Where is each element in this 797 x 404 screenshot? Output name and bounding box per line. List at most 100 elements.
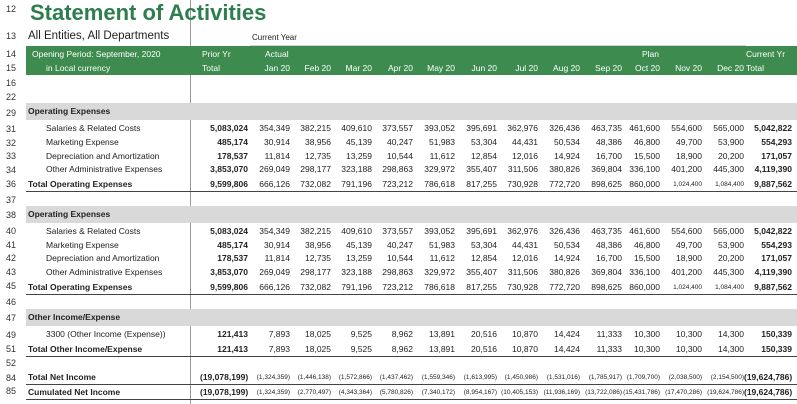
month-value-cell[interactable]: 10,300 bbox=[634, 329, 660, 339]
month-value-cell[interactable]: 13,891 bbox=[429, 344, 455, 354]
month-value-cell[interactable]: 51,983 bbox=[429, 137, 455, 147]
month-value-cell[interactable]: 11,333 bbox=[596, 344, 622, 354]
month-value-cell[interactable]: 336,100 bbox=[629, 267, 660, 277]
month-value-cell[interactable]: 10,870 bbox=[512, 344, 538, 354]
month-value-cell[interactable]: 53,304 bbox=[471, 240, 497, 250]
month-value-cell[interactable]: 10,544 bbox=[387, 151, 413, 161]
month-value-cell[interactable]: 772,720 bbox=[549, 282, 580, 292]
month-value-cell[interactable]: (1,437,462) bbox=[379, 374, 413, 381]
month-value-cell[interactable]: 445,300 bbox=[713, 164, 744, 174]
month-value-cell[interactable]: (1,531,016) bbox=[546, 374, 580, 381]
current-year-total-cell[interactable]: 9,887,562 bbox=[754, 282, 792, 292]
prior-year-total-cell[interactable]: 485,174 bbox=[217, 240, 248, 250]
month-value-cell[interactable]: 10,300 bbox=[676, 329, 702, 339]
month-value-cell[interactable]: 10,544 bbox=[387, 253, 413, 263]
month-value-cell[interactable]: 817,255 bbox=[466, 179, 497, 189]
month-value-cell[interactable]: 326,436 bbox=[549, 123, 580, 133]
current-year-total-cell[interactable]: 554,293 bbox=[761, 240, 792, 250]
month-value-cell[interactable]: 12,735 bbox=[305, 253, 331, 263]
month-value-cell[interactable]: 369,804 bbox=[591, 267, 622, 277]
total-row[interactable]: Total Operating Expenses 9,599,806 666,126… bbox=[26, 178, 797, 192]
table-row[interactable]: Other Administrative Expenses 3,853,070 26… bbox=[26, 163, 797, 176]
month-value-cell[interactable]: (10,405,153) bbox=[501, 389, 538, 396]
current-year-total-cell[interactable]: (19,624,786) bbox=[744, 387, 793, 397]
row-number[interactable]: 34 bbox=[5, 165, 16, 175]
month-value-cell[interactable]: 44,431 bbox=[512, 240, 538, 250]
row-number[interactable]: 31 bbox=[5, 124, 16, 134]
month-value-cell[interactable]: 14,300 bbox=[718, 344, 744, 354]
month-value-cell[interactable]: 565,000 bbox=[713, 123, 744, 133]
month-value-cell[interactable]: 12,735 bbox=[305, 151, 331, 161]
month-value-cell[interactable]: 53,900 bbox=[718, 137, 744, 147]
month-value-cell[interactable]: 16,700 bbox=[596, 253, 622, 263]
month-value-cell[interactable]: 786,618 bbox=[424, 282, 455, 292]
month-value-cell[interactable]: 554,600 bbox=[671, 226, 702, 236]
month-value-cell[interactable]: 13,259 bbox=[346, 253, 372, 263]
row-number[interactable]: 41 bbox=[5, 240, 16, 250]
table-row[interactable]: Salaries & Related Costs 5,083,024 354,349… bbox=[26, 122, 797, 135]
month-value-cell[interactable]: 46,800 bbox=[634, 137, 660, 147]
month-value-cell[interactable]: (5,780,826) bbox=[379, 389, 413, 396]
row-number[interactable]: 49 bbox=[5, 330, 16, 340]
month-value-cell[interactable]: 14,300 bbox=[718, 329, 744, 339]
prior-year-total-cell[interactable]: 121,413 bbox=[217, 344, 248, 354]
month-value-cell[interactable]: 311,506 bbox=[507, 164, 538, 174]
prior-year-total-cell[interactable]: 3,853,070 bbox=[210, 164, 248, 174]
month-value-cell[interactable]: (7,340,172) bbox=[421, 389, 455, 396]
month-value-cell[interactable]: 860,000 bbox=[629, 179, 660, 189]
month-value-cell[interactable]: 40,247 bbox=[387, 137, 413, 147]
month-value-cell[interactable]: 53,900 bbox=[718, 240, 744, 250]
month-value-cell[interactable]: (2,038,500) bbox=[668, 374, 702, 381]
month-value-cell[interactable]: 382,215 bbox=[300, 123, 331, 133]
current-year-total-cell[interactable]: 5,042,822 bbox=[754, 226, 792, 236]
row-number[interactable]: 84 bbox=[5, 373, 16, 383]
month-value-cell[interactable]: (1,450,986) bbox=[504, 374, 538, 381]
prior-year-total-cell[interactable]: 121,413 bbox=[217, 329, 248, 339]
prior-year-total-cell[interactable]: 5,083,024 bbox=[210, 123, 248, 133]
month-value-cell[interactable]: 373,557 bbox=[382, 226, 413, 236]
month-value-cell[interactable]: 409,610 bbox=[341, 226, 372, 236]
month-value-cell[interactable]: 463,735 bbox=[591, 226, 622, 236]
row-number[interactable]: 38 bbox=[5, 210, 16, 220]
month-value-cell[interactable]: 298,177 bbox=[300, 267, 331, 277]
month-value-cell[interactable]: (1,613,995) bbox=[463, 374, 497, 381]
month-value-cell[interactable]: 461,600 bbox=[629, 123, 660, 133]
month-value-cell[interactable]: 12,016 bbox=[512, 151, 538, 161]
row-number[interactable]: 22 bbox=[5, 92, 16, 102]
table-row[interactable]: Depreciation and Amortization 178,537 11,8… bbox=[26, 252, 797, 265]
month-value-cell[interactable]: 380,826 bbox=[549, 164, 580, 174]
month-value-cell[interactable]: (19,624,786) bbox=[707, 389, 744, 396]
month-value-cell[interactable]: 329,972 bbox=[424, 164, 455, 174]
month-value-cell[interactable]: 898,625 bbox=[591, 179, 622, 189]
month-value-cell[interactable]: 393,052 bbox=[424, 226, 455, 236]
row-number[interactable]: 33 bbox=[5, 151, 16, 161]
month-value-cell[interactable]: 1,024,400 bbox=[673, 181, 702, 188]
month-value-cell[interactable]: 11,814 bbox=[264, 151, 290, 161]
month-value-cell[interactable]: 382,215 bbox=[300, 226, 331, 236]
month-value-cell[interactable]: 1,084,400 bbox=[715, 284, 744, 291]
month-value-cell[interactable]: 817,255 bbox=[466, 282, 497, 292]
month-value-cell[interactable]: 49,700 bbox=[676, 240, 702, 250]
month-value-cell[interactable]: (1,324,359) bbox=[256, 374, 290, 381]
month-value-cell[interactable]: 45,139 bbox=[346, 137, 372, 147]
month-value-cell[interactable]: 12,854 bbox=[471, 253, 497, 263]
month-value-cell[interactable]: 30,914 bbox=[264, 240, 290, 250]
month-value-cell[interactable]: 354,349 bbox=[259, 123, 290, 133]
month-value-cell[interactable]: 11,814 bbox=[264, 253, 290, 263]
month-value-cell[interactable]: 20,200 bbox=[718, 151, 744, 161]
table-row[interactable]: Salaries & Related Costs 5,083,024 354,349… bbox=[26, 225, 797, 238]
month-value-cell[interactable]: 393,052 bbox=[424, 123, 455, 133]
month-value-cell[interactable]: 10,300 bbox=[634, 344, 660, 354]
month-value-cell[interactable]: 311,506 bbox=[507, 267, 538, 277]
month-value-cell[interactable]: 14,924 bbox=[554, 253, 580, 263]
row-number[interactable]: 32 bbox=[5, 138, 16, 148]
row-number[interactable]: 14 bbox=[5, 49, 16, 59]
month-value-cell[interactable]: 14,924 bbox=[554, 151, 580, 161]
month-value-cell[interactable]: 786,618 bbox=[424, 179, 455, 189]
month-value-cell[interactable]: 269,049 bbox=[259, 164, 290, 174]
month-value-cell[interactable]: 15,500 bbox=[634, 253, 660, 263]
month-value-cell[interactable]: (8,954,167) bbox=[463, 389, 497, 396]
month-value-cell[interactable]: 329,972 bbox=[424, 267, 455, 277]
month-value-cell[interactable]: 565,000 bbox=[713, 226, 744, 236]
row-number[interactable]: 15 bbox=[5, 63, 16, 73]
